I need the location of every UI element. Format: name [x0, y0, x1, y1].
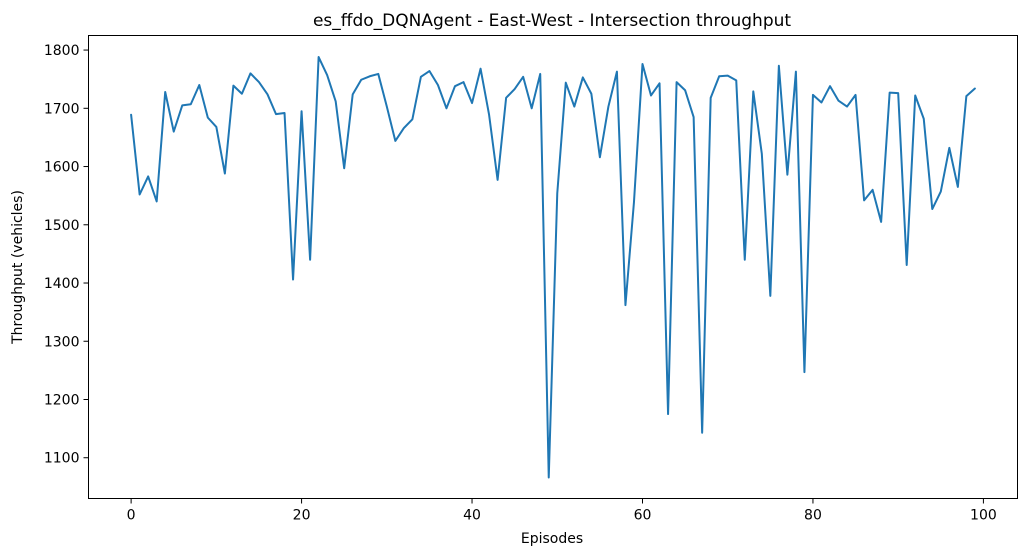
x-tick-label: 20	[293, 508, 311, 524]
chart-title: es_ffdo_DQNAgent - East-West - Intersect…	[313, 11, 791, 31]
y-tick-label: 1100	[44, 451, 80, 467]
plot-frame	[88, 35, 1018, 499]
y-tick-label: 1500	[44, 218, 80, 234]
x-axis-label: Episodes	[521, 531, 583, 547]
x-tick-label: 60	[634, 508, 652, 524]
x-tick-label: 100	[970, 508, 997, 524]
y-tick-label: 1300	[44, 334, 80, 350]
series-line	[130, 56, 976, 479]
x-tick-label: 0	[127, 508, 136, 524]
y-tick-label: 1800	[44, 43, 80, 59]
y-tick-label: 1600	[44, 160, 80, 176]
x-tick-label: 40	[463, 508, 481, 524]
y-axis-label: Throughput (vehicles)	[10, 190, 26, 345]
axis-ticks: 0 20 40 60 80 100 1100 1200 1300 1400 1500 1600 1700…	[44, 43, 997, 523]
x-tick-label: 80	[804, 508, 822, 524]
y-tick-label: 1400	[44, 276, 80, 292]
y-tick-label: 1700	[44, 101, 80, 117]
y-tick-label: 1200	[44, 392, 80, 408]
